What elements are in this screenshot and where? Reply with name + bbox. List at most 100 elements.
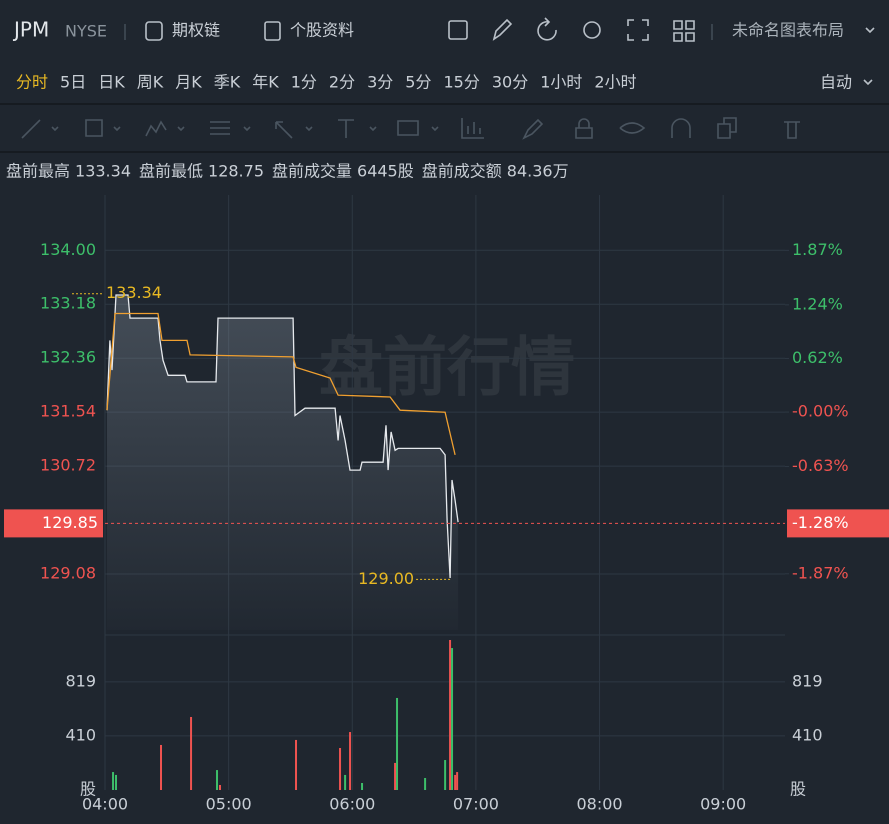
y2-tick-label: -0.00% [792,402,849,421]
volume-tick-label: 410 [65,725,96,744]
tool-icon [671,118,691,138]
volume-bar [444,760,447,790]
x-tick-label: 06:00 [329,795,375,814]
timeframe-tab[interactable]: 3分 [367,73,393,92]
info-label: 盘前最高 [6,162,70,181]
info-label: 盘前最低 [139,162,203,181]
timeframe-tab[interactable]: 季K [214,73,241,92]
tool-icon [717,117,737,139]
volume-bar [394,762,397,790]
indicator-icon[interactable] [448,20,468,40]
timeframe-tab[interactable]: 5日 [60,73,86,92]
volume-tick-label: 410 [792,725,823,744]
volume-bar [295,739,298,790]
timeframe-tab[interactable]: 1小时 [540,73,582,92]
option-icon[interactable] [145,21,163,41]
x-tick-label: 04:00 [82,795,128,814]
y-tick-label: 134.00 [40,240,96,259]
tool-icon [397,120,439,136]
volume-tick-label: 819 [65,671,96,690]
tool-icon [145,120,185,137]
annotation-label: 133.34 [106,283,162,302]
timeframe-tab[interactable]: 30分 [492,73,528,92]
caret[interactable] [865,27,875,34]
y2-tick-label: 0.62% [792,348,843,367]
info-label: 盘前成交量 [272,162,352,181]
mode-select[interactable]: 自动 [820,73,852,92]
timeframe-tab[interactable]: 5分 [405,73,431,92]
profile-icon[interactable] [264,21,281,41]
y2-tick-label: -0.63% [792,456,849,475]
volume-bar [190,716,193,790]
timeframe-tab[interactable]: 年K [252,73,279,92]
volume-bar [424,777,427,790]
volume-bar [344,774,347,790]
volume-bar [160,744,163,790]
draw-icon[interactable] [492,18,513,41]
undo-icon[interactable] [537,17,557,41]
annotation-label: 129.00 [358,569,414,588]
layout-icon[interactable] [673,20,695,42]
profile-button[interactable]: 个股资料 [290,21,354,40]
volume-unit: 股 [790,780,806,799]
volume-bar [112,772,115,790]
y2-tick-label: 1.24% [792,294,843,313]
top-icons [448,17,695,42]
timeframe-tab[interactable]: 1分 [291,73,317,92]
tool-icon [619,122,646,134]
volume-bar [216,770,219,790]
volume-bar [339,748,342,790]
volume-bar [451,648,454,790]
x-tick-label: 08:00 [576,795,622,814]
volume-bar [454,774,457,790]
fullscreen-icon[interactable] [627,19,649,41]
y-tick-label: 130.72 [40,456,96,475]
info-value: 133.34 [75,162,131,181]
info-value: 84.36万 [507,162,569,181]
price-area [106,295,459,630]
drawing-toolbar [21,117,800,140]
option-chain-button[interactable]: 期权链 [172,21,220,40]
y-tick-label: 129.08 [40,564,96,583]
timeframe-tab[interactable]: 月K [175,73,202,92]
timeframe-tab[interactable]: 2分 [329,73,355,92]
volume-bar [456,772,459,790]
tool-icon [338,119,377,138]
timeframe-tab[interactable]: 日K [98,73,125,92]
x-tick-label: 05:00 [206,795,252,814]
volume-bar [218,784,221,790]
tool-icon [21,119,59,139]
tool-icon [275,121,313,139]
symbol[interactable]: JPM [12,18,49,42]
y2-tick-label: -1.87% [792,563,849,582]
volume-bar [349,732,352,790]
settings-icon[interactable] [583,21,601,39]
tool-icon [461,118,484,139]
x-tick-label: 09:00 [700,795,746,814]
timeframe-tab[interactable]: 2小时 [594,73,636,92]
timeframe-tab[interactable]: 周K [137,73,164,92]
average-line [106,312,456,456]
x-tick-label: 07:00 [453,795,499,814]
volume-tick-label: 819 [792,671,823,690]
info-value: 128.75 [208,162,264,181]
tool-icon [575,118,593,139]
current-price-box [4,509,103,538]
y2-tick-label: 1.87% [792,240,843,259]
volume-unit: 股 [80,780,96,799]
y-tick-label: 131.54 [40,402,96,421]
current-change: -1.28% [792,513,849,532]
current-price: 129.85 [42,513,98,532]
volume-bar [361,783,364,790]
price-line [106,294,459,579]
timeframe-tab[interactable]: 15分 [443,73,479,92]
volume-bar [396,697,399,790]
volume-bar [115,774,118,790]
layout-name[interactable]: 未命名图表布局 [732,21,844,40]
info-value: 6445股 [357,162,414,181]
timeframe-tab[interactable]: 分时 [16,73,48,92]
tool-icon [784,121,800,139]
caret[interactable] [863,79,873,86]
watermark: 盘前行情 [319,332,575,406]
